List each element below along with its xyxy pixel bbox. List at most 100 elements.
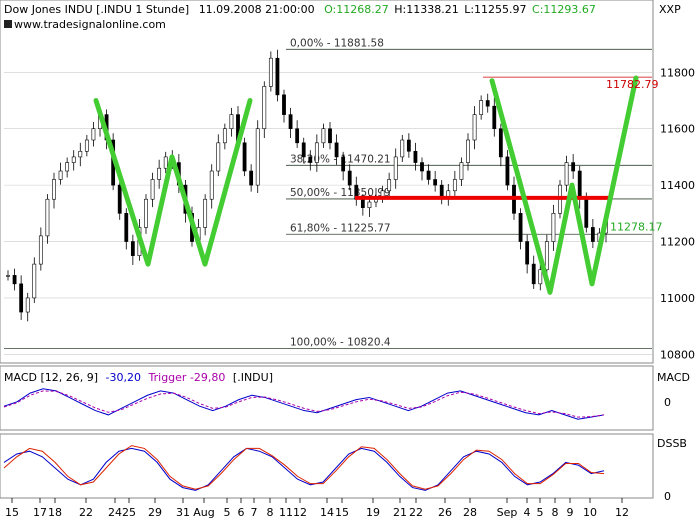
candle-body (78, 150, 83, 158)
candle-body (124, 213, 129, 242)
price-candles (6, 49, 608, 322)
candle-body (472, 114, 477, 141)
high-label: H:11338.21 (394, 3, 458, 16)
x-tick-label: 5 (537, 506, 544, 519)
price-annotation-label: 11278.17 (610, 220, 663, 233)
x-tick-label: 15 (5, 506, 19, 519)
macd-y-axis: 0 (664, 396, 671, 409)
candle-body (268, 57, 273, 87)
x-tick-label: 10 (583, 506, 597, 519)
candle-body (466, 139, 470, 163)
red-resistance-lines (355, 76, 652, 200)
price-tick-label: 11200 (660, 236, 695, 249)
candle-body (551, 213, 556, 242)
x-tick-label: 28 (463, 506, 477, 519)
x-tick-label: 8 (552, 506, 559, 519)
candle-body (117, 184, 122, 214)
website-watermark: www.tradesignalonline.com (4, 18, 166, 31)
candle-body (426, 170, 431, 180)
candle-body (38, 235, 43, 265)
symbol-label: Dow Jones INDU [.INDU 1 Stunde] (4, 3, 189, 16)
x-tick-label: 29 (148, 506, 162, 519)
x-tick-label: 19 (366, 506, 380, 519)
macd-line (3, 388, 605, 420)
candle-body (328, 128, 332, 144)
candle-body (295, 128, 300, 144)
price-tick-label: 11000 (660, 292, 695, 305)
candle-body (321, 128, 326, 144)
candle-body (157, 167, 162, 180)
candle-body (144, 198, 148, 228)
candle-body (590, 227, 595, 242)
macd-suffix: [.INDU] (233, 371, 273, 384)
candle-body (308, 156, 313, 163)
x-tick-label: 9 (567, 506, 574, 519)
candle-body (531, 263, 536, 285)
macd-tick-label: 0 (664, 396, 671, 409)
dssb-lines (3, 445, 605, 491)
candle-body (367, 201, 372, 208)
candle-body (452, 179, 457, 192)
candle-body (347, 170, 352, 186)
candle-body (275, 57, 280, 96)
candle-body (406, 139, 411, 152)
candle-body (255, 128, 260, 186)
candle-body (45, 198, 50, 237)
candle-body (518, 213, 523, 242)
dssb-line (3, 447, 605, 491)
macd-axis-title: MACD (657, 371, 690, 384)
x-tick-label: 5 (224, 506, 231, 519)
low-label: L:11255.97 (464, 3, 526, 16)
macd-lines (3, 388, 605, 420)
candle-body (334, 142, 339, 158)
candle-body (150, 179, 155, 200)
green-w-patterns (93, 75, 639, 295)
candle-body (301, 142, 306, 158)
price-tick-label: 11600 (660, 123, 695, 136)
x-tick-label: 14 (320, 506, 334, 519)
candle-body (341, 156, 346, 172)
price-annotation-label: 11782.79 (606, 78, 659, 91)
x-tick-label: 4 (524, 506, 531, 519)
website-label: www.tradesignalonline.com (14, 18, 166, 31)
candle-body (216, 142, 221, 172)
candle-body (52, 179, 56, 200)
price-axis-title: XXP (659, 3, 681, 16)
price-tick-label: 11800 (660, 66, 695, 79)
x-axis: 15 17 18 22 24 25 29 31 Aug 5 6 7 8 11 12 14 15 19 21 22 26 2… (5, 498, 629, 519)
candle-body (91, 128, 96, 141)
candle-body (538, 269, 543, 285)
macd-title: MACD [12, 26, 9] (4, 371, 98, 384)
dssb-y-axis: 0 (664, 490, 671, 503)
candle-body (288, 114, 293, 130)
candle-body (314, 142, 319, 163)
candle-body (222, 128, 227, 144)
x-tick-label: Sep (497, 506, 518, 519)
candle-body (262, 86, 267, 130)
x-tick-label: 8 (267, 506, 274, 519)
x-tick-label: 26 (438, 506, 452, 519)
fib-label: 0,00% - 11881.58 (290, 37, 384, 49)
w-pattern-right (489, 75, 639, 295)
chart-header: Dow Jones INDU [.INDU 1 Stunde] 11.09.20… (4, 3, 596, 16)
x-tick-label: 7 (251, 506, 258, 519)
price-annotations: 11782.79 11278.17 (606, 78, 663, 233)
fib-label: 100,00% - 10820.4 (290, 337, 391, 349)
dssb-tick-label: 0 (664, 490, 671, 503)
candle-body (420, 162, 424, 172)
candle-body (571, 162, 576, 172)
candle-body (459, 162, 464, 180)
dssb-panel-frame (0, 433, 654, 499)
x-tick-label: 31 (176, 506, 190, 519)
candle-body (446, 190, 451, 197)
candle-body (584, 198, 589, 228)
macd-value: -30,20 (106, 371, 141, 384)
datetime-label: 11.09.2008 21:00:00 (199, 3, 315, 16)
open-label: O:11268.27 (324, 3, 389, 16)
candle-body (525, 241, 530, 265)
x-tick-label: 21 (393, 506, 407, 519)
candle-body (242, 142, 247, 172)
candle-body (25, 297, 30, 313)
